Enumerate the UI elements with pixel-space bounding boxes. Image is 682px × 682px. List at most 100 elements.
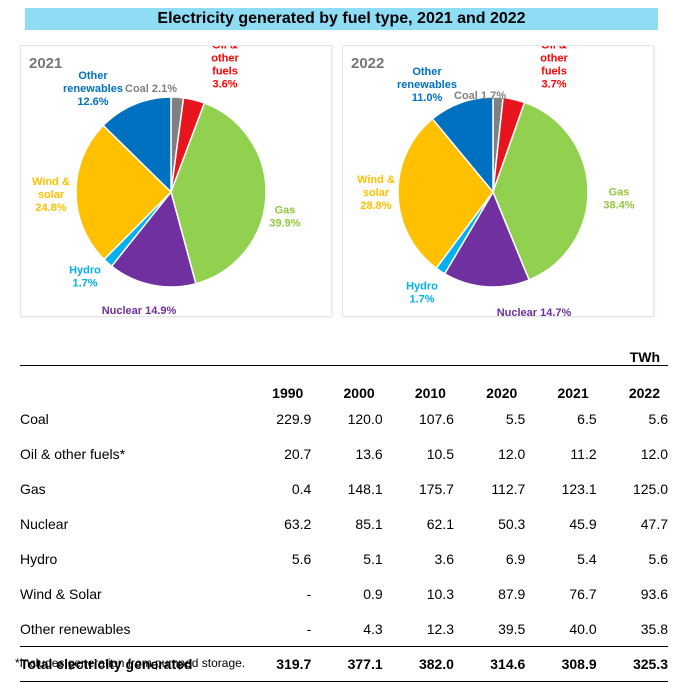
table-cell: 319.7 [240, 646, 312, 682]
table-year-header: 2000 [311, 365, 383, 401]
pie-slice-wind-solar [75, 124, 173, 261]
pie-slice-other-renewables [102, 96, 172, 194]
pie-label-gas: Gas 39.9% [269, 205, 300, 230]
table-row: Gas 0.4 148.1 175.7 112.7 123.1 125.0 [20, 471, 668, 506]
table-cell: 93.6 [640, 585, 668, 602]
table-row-label: Wind & Solar [20, 585, 102, 602]
table-cell: 6.5 [577, 410, 597, 427]
pie-label-coal: Coal 2.1% [125, 83, 177, 95]
table-cell: 40.0 [569, 620, 597, 637]
pie-slice-gas [170, 102, 267, 285]
table-cell: 175.7 [418, 480, 454, 497]
table-cell: 62.1 [426, 515, 454, 532]
pie-slice-gas [492, 101, 589, 281]
pie-slice-other-renewables [431, 96, 494, 195]
table-cell: 76.7 [569, 585, 597, 602]
pie-label-hydro: Hydro 1.7% [406, 281, 438, 306]
table-cell: 10.3 [426, 585, 454, 602]
pie-slice-wind-solar [397, 117, 494, 270]
table-cell: 5.6 [648, 550, 668, 567]
pie-label-other-renewables: Other renewables 11.0% [397, 66, 457, 104]
table-cell: 0.9 [363, 585, 383, 602]
table-cell: 5.4 [577, 550, 597, 567]
table-cell: 47.7 [640, 515, 668, 532]
table-year-header: 2010 [382, 365, 454, 401]
table-row-label: Coal [20, 410, 49, 427]
table-unit-row: TWh [20, 330, 668, 366]
table-cell: 63.2 [284, 515, 312, 532]
table-row: Coal 229.9 120.0 107.6 5.5 6.5 5.6 [20, 401, 668, 436]
table-cell: 20.7 [284, 445, 312, 462]
pie-label-nuclear: Nuclear 14.9% [102, 305, 177, 316]
table-cell: 112.7 [491, 480, 526, 497]
table-row-label: Hydro [20, 550, 58, 567]
table-row: Oil & other fuels* 20.7 13.6 10.5 12.0 11.2 12… [20, 436, 668, 471]
table-cell: 123.1 [561, 480, 597, 497]
table-cell: - [306, 620, 312, 637]
table-cell: 5.1 [363, 550, 383, 567]
table-row: Other renewables - 4.3 12.3 39.5 40.0 35.8 [20, 611, 668, 647]
table-cell: 308.9 [525, 646, 597, 682]
pie-label-coal: Coal 1.7% [454, 90, 506, 102]
pie-label-gas: Gas 38.4% [603, 187, 634, 212]
pie-label-nuclear: Nuclear 14.7% [497, 307, 572, 316]
table-cell: 11.2 [570, 445, 597, 462]
table-row-label: Other renewables [20, 620, 131, 637]
table-cell: 314.6 [453, 646, 526, 682]
table-cell: 5.6 [291, 550, 312, 567]
table-cell: 5.6 [648, 410, 668, 427]
table-cell: 125.0 [632, 480, 668, 497]
table-body: Coal 229.9 120.0 107.6 5.5 6.5 5.6 Oil & other … [20, 401, 668, 682]
table-year-header: 2020 [453, 365, 526, 401]
table-row-label: Total electricity generated [20, 646, 240, 682]
pie-label-wind-solar: Wind & solar 28.8% [357, 174, 395, 212]
table-row-label: Gas [20, 480, 46, 497]
table-cell: 325.3 [596, 646, 668, 682]
table-cell: 35.8 [640, 620, 668, 637]
generation-table: TWh 1990 2000 2010 2020 2021 2022 Coal 229.9 12… [20, 330, 668, 682]
table-cell: 120.0 [347, 410, 383, 427]
footnote: *Includes generation from pumped storage… [15, 656, 246, 670]
table-cell: 10.5 [426, 445, 454, 462]
table-cell: 6.9 [505, 550, 526, 567]
table-cell: 50.3 [498, 515, 526, 532]
table-row: Wind & Solar - 0.9 10.3 87.9 76.7 93.6 [20, 576, 668, 611]
pie-year-label: 2022 [351, 55, 384, 72]
table-cell: - [306, 585, 312, 602]
table-year-header: 2022 [596, 365, 668, 401]
table-cell: 107.6 [418, 410, 454, 427]
table-unit-label: TWh [629, 349, 660, 365]
table-cell: 148.1 [347, 480, 383, 497]
table-header-row: 1990 2000 2010 2020 2021 2022 [20, 365, 668, 401]
table-row: Nuclear 63.2 85.1 62.1 50.3 45.9 47.7 [20, 506, 668, 541]
table-year-header: 2021 [525, 365, 597, 401]
table-total-row: Total electricity generated 319.7 377.1 382… [20, 646, 668, 682]
table-cell: 3.6 [434, 550, 454, 567]
table-row-label: Nuclear [20, 515, 69, 532]
table-row-label: Oil & other fuels* [20, 445, 126, 462]
table-year-header: 1990 [240, 365, 312, 401]
table-cell: 0.4 [291, 480, 312, 497]
table-cell: 382.0 [382, 646, 454, 682]
pie-label-wind-solar: Wind & solar 24.8% [32, 176, 70, 214]
table-cell: 87.9 [498, 585, 526, 602]
table-cell: 5.5 [505, 410, 526, 427]
table-cell: 377.1 [311, 646, 383, 682]
table-cell: 229.9 [276, 410, 312, 427]
table-row: Hydro 5.6 5.1 3.6 6.9 5.4 5.6 [20, 541, 668, 576]
table-cell: 45.9 [569, 515, 597, 532]
pie-label-hydro: Hydro 1.7% [69, 265, 101, 290]
table-cell: 12.0 [640, 445, 668, 462]
table-cell: 13.6 [355, 445, 383, 462]
table-cell: 39.5 [498, 620, 526, 637]
pie-slice-nuclear [110, 190, 197, 288]
pie-slice-nuclear [443, 190, 531, 288]
pie-year-label: 2021 [29, 55, 62, 72]
table-cell: 12.3 [426, 620, 454, 637]
